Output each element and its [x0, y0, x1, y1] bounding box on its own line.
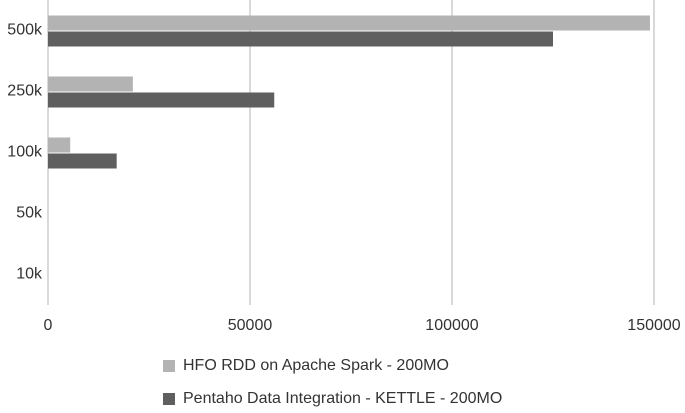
bar [48, 153, 117, 169]
bar [48, 137, 71, 153]
x-tick-label: 50000 [228, 317, 273, 334]
legend-label: Pentaho Data Integration - KETTLE - 200M… [183, 390, 502, 407]
legend-label: HFO RDD on Apache Spark - 200MO [183, 357, 449, 374]
bar [48, 92, 275, 108]
x-tick-label: 100000 [425, 317, 478, 334]
y-tick-label: 10k [16, 266, 43, 283]
bar [48, 15, 650, 31]
bar [48, 76, 133, 92]
y-tick-label: 500k [7, 22, 43, 39]
bar [48, 31, 553, 47]
y-tick-label: 100k [7, 144, 43, 161]
y-tick-label: 50k [16, 205, 43, 222]
legend-swatch [163, 360, 175, 372]
x-tick-label: 0 [44, 317, 53, 334]
y-tick-label: 250k [7, 83, 43, 100]
legend-swatch [163, 393, 175, 405]
x-tick-label: 150000 [627, 317, 680, 334]
